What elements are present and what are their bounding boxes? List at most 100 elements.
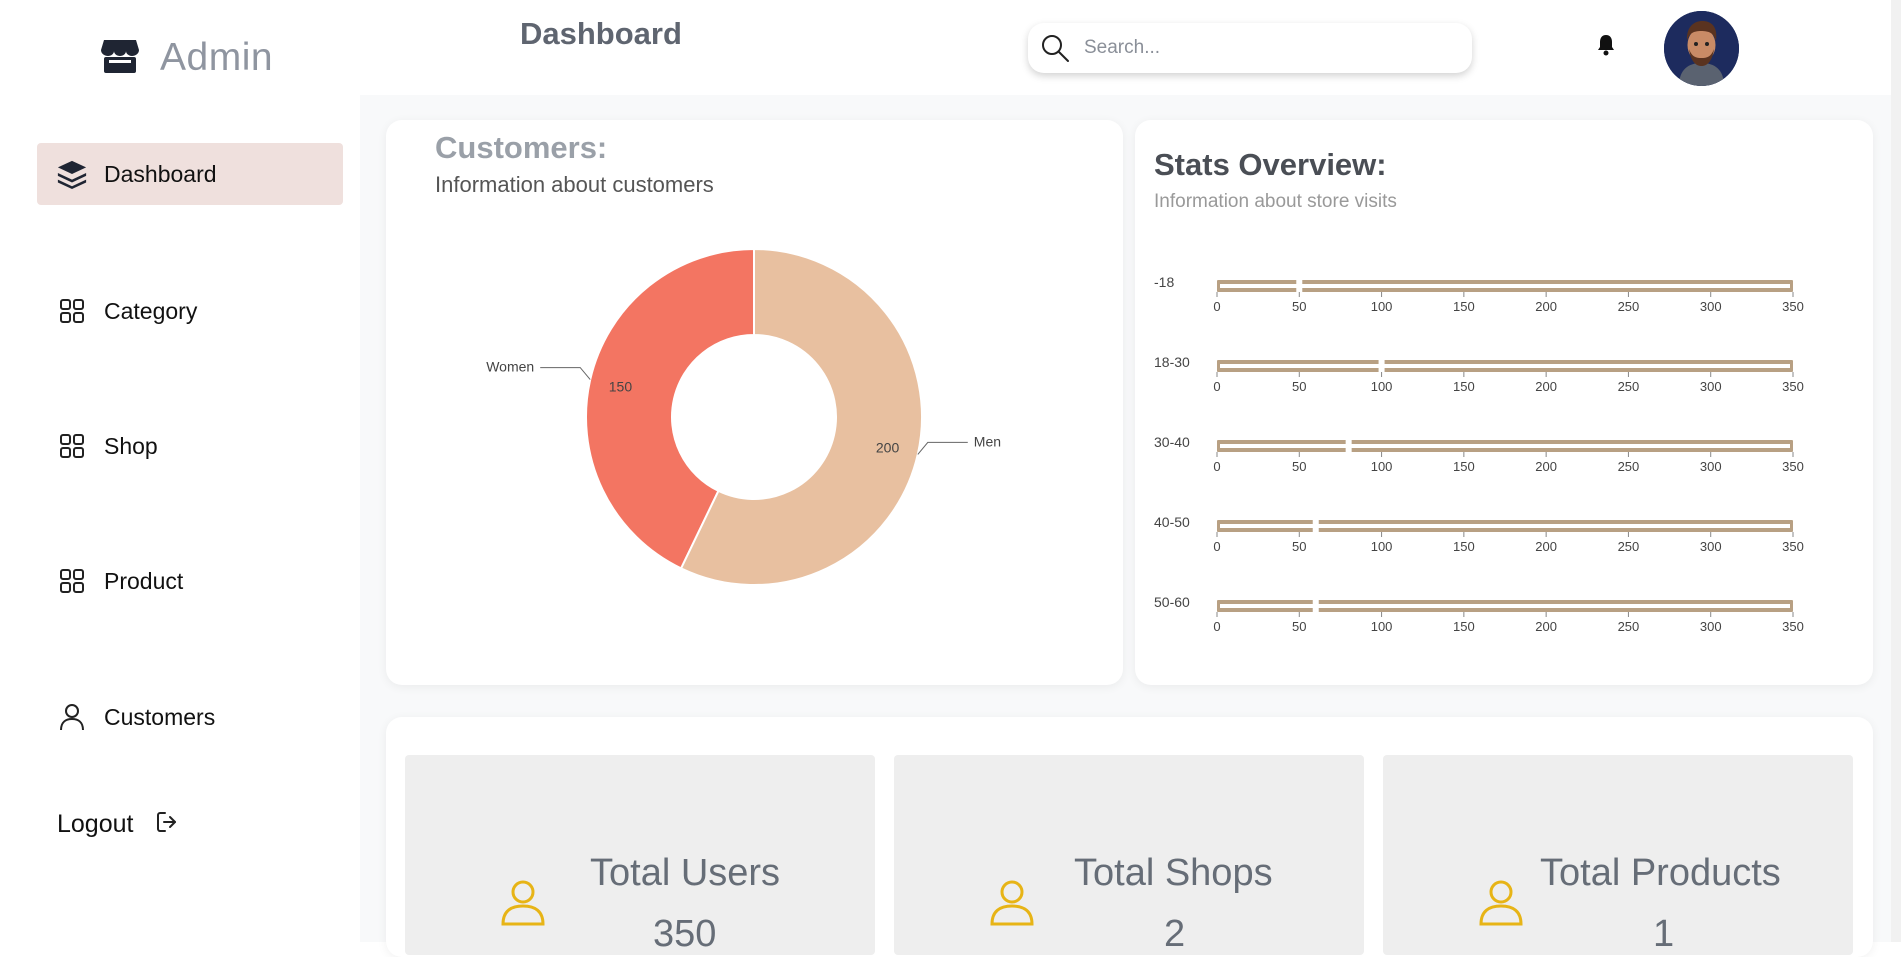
bar-tick-label: 0 — [1213, 539, 1220, 554]
sidebar-item-shop[interactable]: Shop — [37, 415, 343, 477]
bar-tick-label: 250 — [1618, 539, 1640, 554]
bar-tick-label: 300 — [1700, 619, 1722, 634]
sidebar-item-customers[interactable]: Customers — [37, 686, 343, 748]
search-input[interactable] — [1082, 36, 1456, 60]
bar-tick-label: 350 — [1782, 459, 1804, 474]
total-shops-box: Total Shops 2 — [894, 755, 1364, 955]
bar-category-label: 40-50 — [1154, 514, 1190, 530]
bar-tick-label: 300 — [1700, 459, 1722, 474]
page-title: Dashboard — [520, 16, 682, 52]
layers-icon — [56, 158, 88, 190]
bar-tick-label: 250 — [1618, 379, 1640, 394]
logout-icon — [155, 810, 179, 839]
bar-tick-label: 100 — [1371, 539, 1393, 554]
storefront-icon — [100, 38, 140, 79]
bar-tick-label: 300 — [1700, 379, 1722, 394]
total-products-value: 1 — [1653, 913, 1674, 956]
bar-tick-label: 0 — [1213, 299, 1220, 314]
bar-value-handle[interactable] — [1296, 279, 1302, 293]
bar-tick-label: 0 — [1213, 379, 1220, 394]
bar-tick-label: 200 — [1535, 299, 1557, 314]
user-icon — [56, 701, 88, 733]
bar-tick-label: 250 — [1618, 459, 1640, 474]
bar-tick-label: 350 — [1782, 619, 1804, 634]
bell-icon[interactable] — [1596, 34, 1616, 61]
bar-tick-label: 200 — [1535, 539, 1557, 554]
bar-tick-label: 50 — [1292, 619, 1306, 634]
sidebar-item-label: Customers — [104, 704, 215, 731]
customers-donut-chart: 150Women200 Men — [386, 120, 1123, 685]
bar-tick-label: 100 — [1371, 619, 1393, 634]
total-shops-value: 2 — [1164, 913, 1185, 956]
sidebar-item-dashboard[interactable]: Dashboard — [37, 143, 343, 205]
bar-value-handle[interactable] — [1379, 359, 1385, 373]
bar-tick-label: 50 — [1292, 379, 1306, 394]
bar-tick-label: 100 — [1371, 379, 1393, 394]
user-icon — [989, 878, 1035, 931]
bar-category-label: -18 — [1154, 274, 1174, 290]
bar-tick-label: 100 — [1371, 299, 1393, 314]
customers-card: Customers: Information about customers 1… — [386, 120, 1123, 685]
pie-leader-line — [540, 368, 590, 380]
logout-label: Logout — [57, 810, 133, 839]
user-icon — [1478, 878, 1524, 931]
pie-leader-line — [918, 442, 968, 454]
search-bar[interactable] — [1028, 23, 1472, 73]
total-users-label: Total Users — [590, 852, 780, 895]
total-products-box: Total Products 1 — [1383, 755, 1853, 955]
bar-track-inner — [1220, 444, 1790, 448]
bar-tick-label: 150 — [1453, 379, 1475, 394]
stats-bar-chart: -18 0 50 100 150 200 250 300 350 18-30 0 50 100 150 20… — [1135, 120, 1873, 685]
sidebar-item-product[interactable]: Product — [37, 550, 343, 612]
bar-tick-label: 300 — [1700, 299, 1722, 314]
logout-button[interactable]: Logout — [57, 810, 179, 839]
bar-tick-label: 150 — [1453, 539, 1475, 554]
bar-tick-label: 350 — [1782, 379, 1804, 394]
bar-value-handle[interactable] — [1313, 599, 1319, 613]
search-icon — [1040, 33, 1070, 63]
bar-tick-label: 250 — [1618, 299, 1640, 314]
bar-track-inner — [1220, 284, 1790, 288]
bar-tick-label: 200 — [1535, 379, 1557, 394]
stats-card: Stats Overview: Information about store … — [1135, 120, 1873, 685]
bar-track-inner — [1220, 364, 1790, 368]
grid-icon — [56, 295, 88, 327]
bar-track-inner — [1220, 604, 1790, 608]
bar-tick-label: 50 — [1292, 539, 1306, 554]
grid-icon — [56, 565, 88, 597]
bar-value-handle[interactable] — [1346, 439, 1352, 453]
brand[interactable]: Admin — [100, 36, 273, 80]
bar-value-handle[interactable] — [1313, 519, 1319, 533]
bar-category-label: 18-30 — [1154, 354, 1190, 370]
sidebar-item-category[interactable]: Category — [37, 280, 343, 342]
bar-tick-label: 150 — [1453, 459, 1475, 474]
bar-tick-label: 300 — [1700, 539, 1722, 554]
sidebar-item-label: Product — [104, 568, 183, 595]
bar-tick-label: 350 — [1782, 539, 1804, 554]
bar-category-label: 50-60 — [1154, 594, 1190, 610]
user-icon — [500, 878, 546, 931]
bar-tick-label: 250 — [1618, 619, 1640, 634]
brand-title: Admin — [160, 36, 273, 80]
scrollbar[interactable] — [1891, 0, 1901, 942]
bar-tick-label: 200 — [1535, 619, 1557, 634]
pie-value-label: 150 — [609, 379, 633, 395]
total-users-value: 350 — [653, 913, 716, 956]
avatar[interactable] — [1664, 11, 1739, 86]
bar-tick-label: 200 — [1535, 459, 1557, 474]
bar-tick-label: 100 — [1371, 459, 1393, 474]
bar-tick-label: 150 — [1453, 299, 1475, 314]
bar-track-inner — [1220, 524, 1790, 528]
sidebar-item-label: Dashboard — [104, 161, 217, 188]
bar-tick-label: 50 — [1292, 299, 1306, 314]
bar-tick-label: 0 — [1213, 459, 1220, 474]
bar-tick-label: 150 — [1453, 619, 1475, 634]
pie-value-label: 200 — [876, 439, 900, 455]
bar-tick-label: 50 — [1292, 459, 1306, 474]
bar-tick-label: 0 — [1213, 619, 1220, 634]
total-shops-label: Total Shops — [1074, 852, 1273, 895]
bar-category-label: 30-40 — [1154, 434, 1190, 450]
total-users-box: Total Users 350 — [405, 755, 875, 955]
sidebar-item-label: Category — [104, 298, 197, 325]
pie-category-label: Men — [974, 433, 1001, 449]
